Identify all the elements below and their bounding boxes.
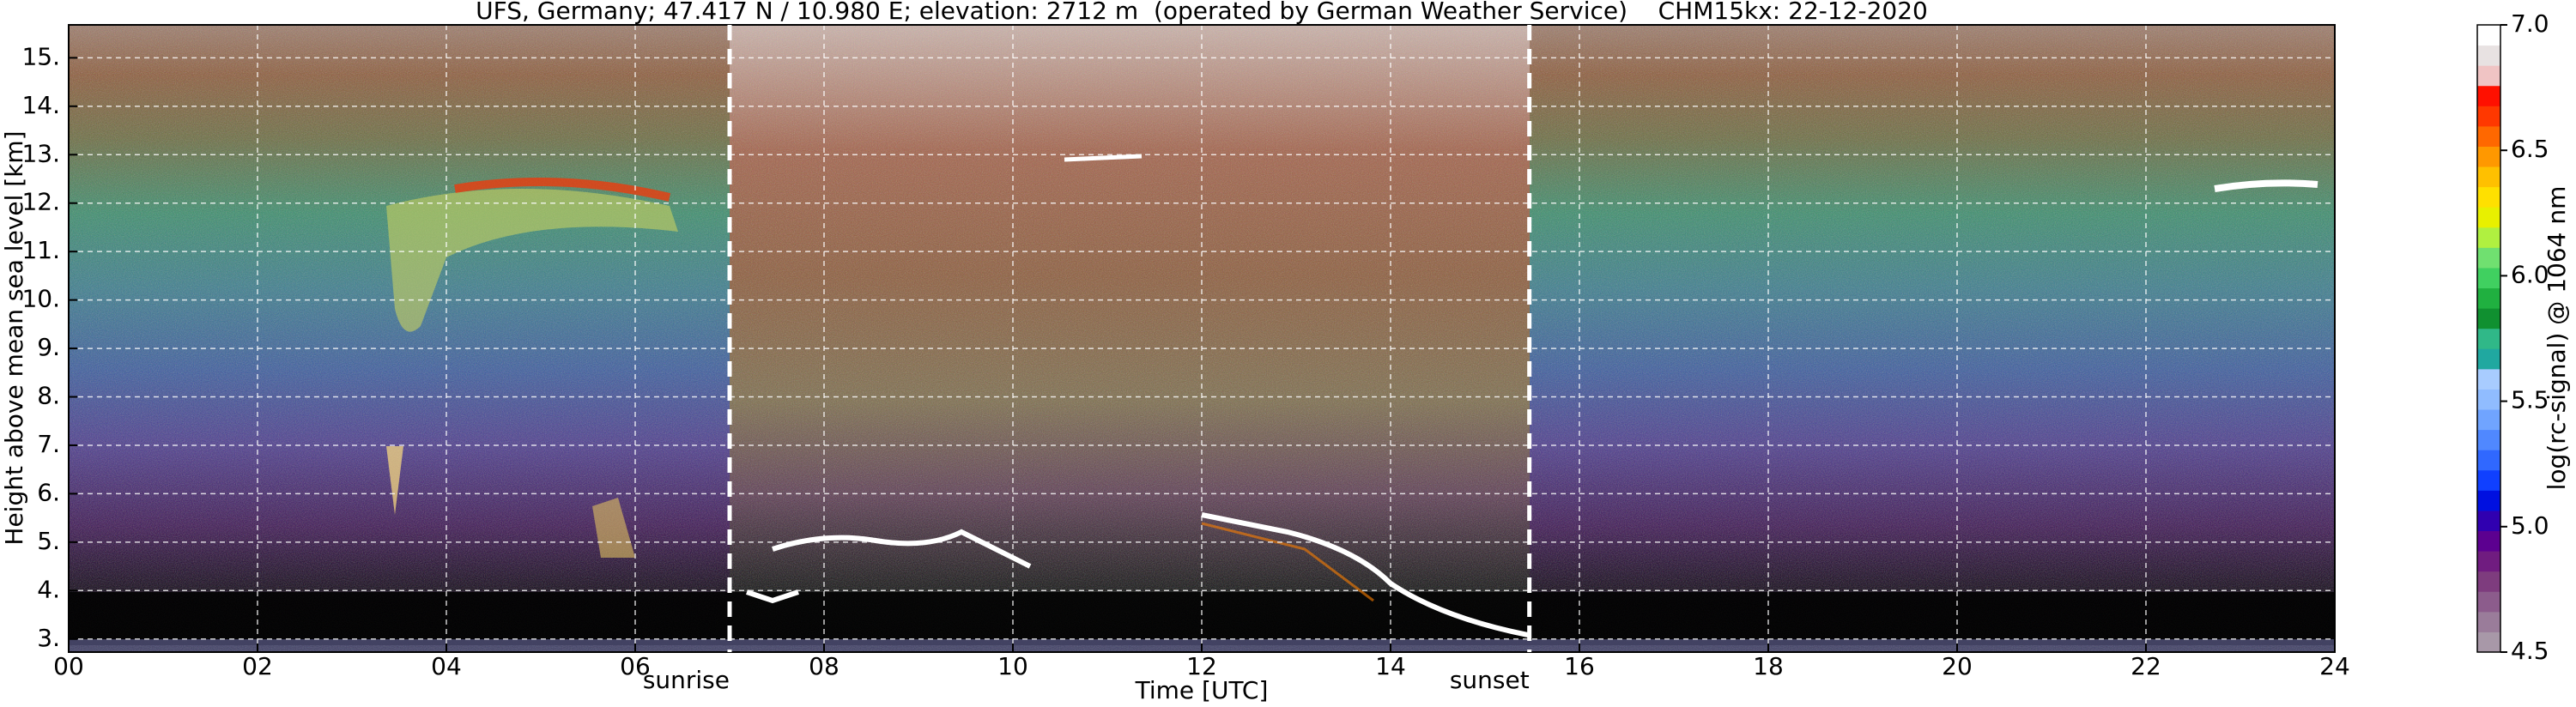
x-tick-label: 04: [431, 652, 462, 680]
colorbar-tick-label: 5.5: [2511, 386, 2549, 414]
y-tick-label: 11.: [21, 236, 60, 264]
colorbar-swatch: [2477, 510, 2500, 532]
y-tick-label: 7.: [37, 430, 60, 458]
x-tick-label: 22: [2131, 652, 2161, 680]
y-tick-label: 12.: [21, 188, 60, 216]
x-tick-label: 14: [1375, 652, 1406, 680]
y-tick-label: 13.: [21, 139, 60, 167]
x-tick-label: 06: [620, 652, 651, 680]
colorbar-swatch: [2477, 631, 2500, 653]
colorbar-tick-label: 4.5: [2511, 637, 2549, 665]
annotation-label: sunset: [1450, 666, 1530, 694]
colorbar-tick-label: 7.0: [2511, 9, 2549, 38]
colorbar-swatch: [2477, 389, 2500, 410]
colorbar-swatch: [2477, 186, 2500, 208]
y-tick-label: 8.: [37, 382, 60, 410]
colorbar-swatch: [2477, 328, 2500, 349]
colorbar-swatch: [2477, 247, 2500, 269]
x-tick-label: 10: [997, 652, 1028, 680]
colorbar-swatch: [2477, 591, 2500, 613]
colorbar-swatch: [2477, 308, 2500, 329]
y-tick-label: 4.: [37, 575, 60, 603]
colorbar-swatch: [2477, 551, 2500, 572]
x-tick-label: 20: [1942, 652, 1973, 680]
colorbar-swatch: [2477, 409, 2500, 431]
colorbar-swatch: [2477, 45, 2500, 66]
colorbar-swatch: [2477, 348, 2500, 370]
y-tick-label: 9.: [37, 333, 60, 361]
colorbar-swatch: [2477, 125, 2500, 147]
colorbar-swatch: [2477, 611, 2500, 632]
colorbar-swatch: [2477, 368, 2500, 390]
colorbar-swatch: [2477, 85, 2500, 106]
colorbar-swatch: [2477, 25, 2500, 46]
annotation-label: sunrise: [643, 666, 730, 694]
x-tick-label: 24: [2319, 652, 2350, 680]
colorbar-swatch: [2477, 450, 2500, 471]
colorbar-swatch: [2477, 267, 2500, 289]
colorbar-swatch: [2477, 207, 2500, 228]
colorbar-swatch: [2477, 146, 2500, 167]
y-tick-label: 3.: [37, 624, 60, 652]
x-tick-label: 12: [1186, 652, 1217, 680]
x-tick-label: 18: [1753, 652, 1784, 680]
colorbar-swatch: [2477, 106, 2500, 127]
colorbar-swatch: [2477, 469, 2500, 491]
x-tick-label: 02: [242, 652, 273, 680]
colorbar-swatch: [2477, 429, 2500, 450]
colorbar-swatch: [2477, 530, 2500, 552]
colorbar-swatch: [2477, 227, 2500, 248]
x-tick-label: 08: [809, 652, 839, 680]
colorbar-frame: [2476, 24, 2501, 653]
y-tick-label: 6.: [37, 478, 60, 506]
y-tick-label: 14.: [21, 91, 60, 119]
y-axis-label: Height above mean sea level [km]: [0, 130, 28, 545]
x-axis-label: Time [UTC]: [1135, 676, 1269, 704]
colorbar-swatch: [2477, 571, 2500, 592]
x-tick-label: 00: [53, 652, 84, 680]
colorbar-swatch: [2477, 166, 2500, 188]
colorbar-tick-label: 6.0: [2511, 260, 2549, 288]
y-tick-label: 10.: [21, 285, 60, 313]
colorbar-tick-label: 6.5: [2511, 135, 2549, 163]
x-tick-label: 16: [1564, 652, 1595, 680]
y-tick-label: 15.: [21, 42, 60, 70]
colorbar-tick-label: 5.0: [2511, 511, 2549, 540]
colorbar-swatch: [2477, 287, 2500, 309]
y-tick-label: 5.: [37, 527, 60, 555]
colorbar-swatch: [2477, 490, 2500, 511]
chart-title: UFS, Germany; 47.417 N / 10.980 E; eleva…: [476, 0, 1928, 25]
colorbar-label: log(rc-signal) @ 1064 nm: [2543, 186, 2571, 491]
colorbar-swatch: [2477, 65, 2500, 87]
